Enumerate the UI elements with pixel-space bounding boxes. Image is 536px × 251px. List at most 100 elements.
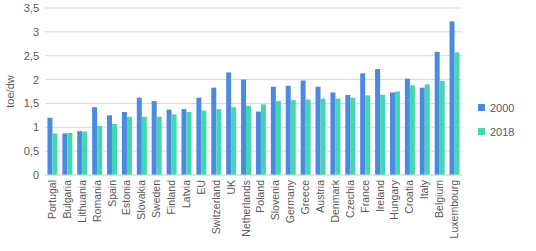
x-tick-label: France xyxy=(359,180,371,213)
x-tick-label: Hungary xyxy=(388,179,400,219)
x-tick-label: Latvia xyxy=(180,180,192,208)
bar xyxy=(77,131,82,175)
x-tick-label: Poland xyxy=(254,180,266,213)
x-tick-label: Czechia xyxy=(344,180,356,218)
x-tick-label: Greece xyxy=(299,180,311,215)
bar xyxy=(122,112,127,175)
bar xyxy=(330,92,335,175)
bar xyxy=(360,73,365,175)
bar xyxy=(435,52,440,175)
bar xyxy=(82,132,87,175)
x-tick-label: Netherlands xyxy=(240,180,252,237)
bar xyxy=(137,98,142,175)
x-tick-label: Sweden xyxy=(150,180,162,218)
bar xyxy=(450,21,455,175)
x-tick-label: Italy xyxy=(418,179,430,199)
bar xyxy=(375,69,380,175)
bar xyxy=(410,85,415,175)
bars xyxy=(47,21,459,175)
x-tick-label: Finland xyxy=(165,180,177,215)
x-tick-label: Romania xyxy=(91,180,103,222)
bar xyxy=(405,79,410,175)
bar xyxy=(62,133,67,175)
x-tick-label: Austria xyxy=(314,180,326,213)
y-tick-label: 0,5 xyxy=(24,145,39,157)
bar xyxy=(186,112,191,175)
bar xyxy=(440,81,445,175)
bar xyxy=(201,111,206,175)
x-tick-label: Bulgaria xyxy=(61,180,73,219)
grid-line xyxy=(45,8,462,9)
bar xyxy=(380,95,385,175)
bar xyxy=(316,87,321,175)
bar xyxy=(390,92,395,175)
x-tick-label: Slovenia xyxy=(269,180,281,220)
y-tick-label: 1 xyxy=(33,121,39,133)
bar xyxy=(167,110,172,175)
bar xyxy=(271,87,276,175)
chart-container: 00,511,522,533,5toe/dwPortugalBulgariaLi… xyxy=(0,0,536,251)
grid-line xyxy=(45,79,462,80)
legend-swatch xyxy=(478,128,485,135)
chart: 00,511,522,533,5toe/dwPortugalBulgariaLi… xyxy=(0,0,536,251)
x-tick-label: Portugal xyxy=(46,180,58,219)
grid-line xyxy=(45,31,462,32)
bar xyxy=(286,86,291,175)
bar xyxy=(112,124,117,175)
x-tick-label: Ireland xyxy=(374,180,386,212)
y-tick-label: 3 xyxy=(33,26,39,38)
x-tick-label: Luxembourg xyxy=(448,180,460,239)
y-axis-label: toe/dw xyxy=(4,75,16,107)
bar xyxy=(276,101,281,175)
bar xyxy=(107,115,112,175)
y-tick-label: 3,5 xyxy=(24,2,39,14)
bar xyxy=(455,52,460,175)
grid-line xyxy=(45,55,462,56)
legend-label: 2018 xyxy=(490,126,514,138)
x-tick-label: UK xyxy=(225,180,237,195)
y-tick-label: 2 xyxy=(33,74,39,86)
bar xyxy=(395,92,400,176)
x-axis xyxy=(45,175,462,176)
y-tick-label: 2,5 xyxy=(24,50,39,62)
bar xyxy=(241,80,246,175)
bar xyxy=(291,100,296,175)
x-tick-label: EU xyxy=(195,180,207,195)
bar xyxy=(425,84,430,175)
bar xyxy=(157,117,162,175)
legend-label: 2000 xyxy=(490,102,514,114)
x-tick-label: Belgium xyxy=(433,180,445,218)
bar xyxy=(335,99,340,175)
bar xyxy=(321,99,326,175)
x-tick-label: Lithuania xyxy=(76,180,88,223)
x-tick-label: Germany xyxy=(284,179,296,223)
bar xyxy=(142,117,147,175)
x-tick-label: Slovakia xyxy=(135,180,147,220)
bar xyxy=(172,114,177,175)
legend-swatch xyxy=(478,104,485,111)
bar xyxy=(181,109,186,175)
bar xyxy=(97,126,102,175)
bar xyxy=(152,101,157,175)
bar xyxy=(345,95,350,175)
bar xyxy=(92,107,97,175)
bar xyxy=(246,106,251,175)
bar xyxy=(306,100,311,175)
bar xyxy=(67,133,72,175)
bar xyxy=(350,98,355,175)
bar xyxy=(261,104,266,175)
bar xyxy=(127,117,132,175)
x-tick-label: Switzerland xyxy=(210,180,222,234)
bar xyxy=(256,112,261,175)
bar xyxy=(301,81,306,175)
bar xyxy=(196,98,201,175)
x-tick-label: Spain xyxy=(106,180,118,207)
bar xyxy=(52,133,57,175)
bar xyxy=(365,95,370,175)
bar xyxy=(211,88,216,175)
y-tick-label: 1,5 xyxy=(24,97,39,109)
grid-line xyxy=(45,175,462,176)
bar xyxy=(231,107,236,175)
x-tick-label: Estonia xyxy=(120,180,132,215)
x-tick-label: Croatia xyxy=(403,180,415,214)
